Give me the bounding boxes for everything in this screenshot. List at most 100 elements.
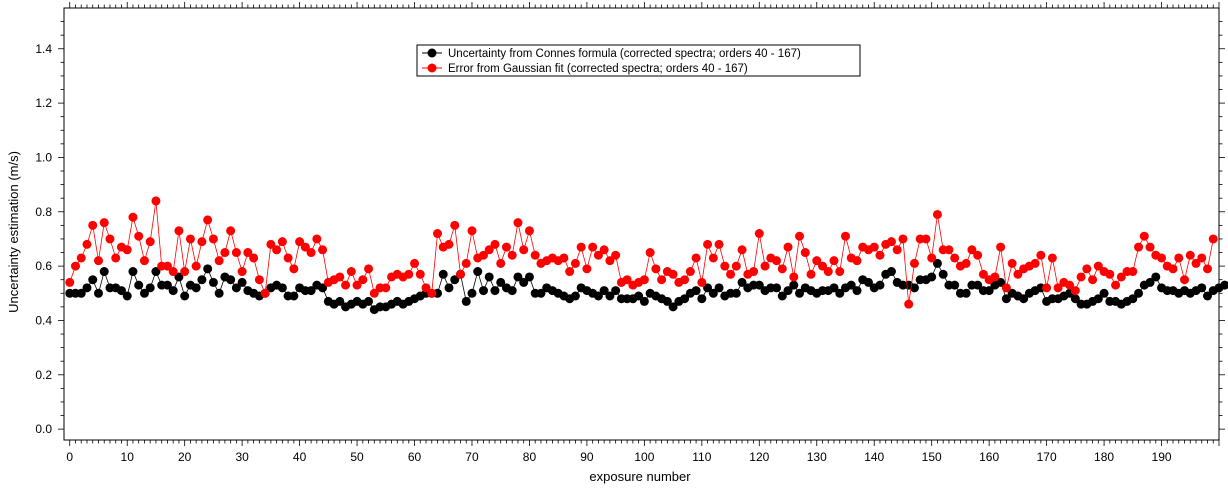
data-point (151, 196, 160, 205)
data-point (128, 267, 137, 276)
data-point (720, 262, 729, 271)
data-point (789, 272, 798, 281)
data-point (703, 240, 712, 249)
data-point (197, 237, 206, 246)
data-point (445, 283, 454, 292)
x-tick-label: 90 (580, 450, 594, 464)
data-point (870, 243, 879, 252)
data-point (123, 245, 132, 254)
data-point (289, 292, 298, 301)
data-point (238, 278, 247, 287)
data-point (490, 286, 499, 295)
data-point (439, 270, 448, 279)
data-point (479, 286, 488, 295)
data-point (835, 267, 844, 276)
data-point (778, 264, 787, 273)
data-point (232, 248, 241, 257)
data-point (950, 253, 959, 262)
data-point (887, 237, 896, 246)
data-point (462, 259, 471, 268)
data-point (996, 243, 1005, 252)
data-point (715, 283, 724, 292)
x-tick-label: 160 (979, 450, 999, 464)
data-point (88, 275, 97, 284)
data-point (209, 234, 218, 243)
data-point (1042, 283, 1051, 292)
data-point (525, 226, 534, 235)
data-point (749, 267, 758, 276)
data-point (657, 275, 666, 284)
data-point (893, 245, 902, 254)
data-point (789, 281, 798, 290)
data-point (887, 267, 896, 276)
x-axis-title: exposure number (589, 469, 691, 484)
y-tick-label: 0.6 (35, 259, 52, 273)
data-point (709, 253, 718, 262)
data-point (715, 240, 724, 249)
data-point (875, 251, 884, 260)
legend-label: Uncertainty from Connes formula (correct… (448, 48, 801, 60)
data-point (600, 245, 609, 254)
data-point (123, 292, 132, 301)
data-point (467, 289, 476, 298)
data-point (761, 262, 770, 271)
data-point (1197, 283, 1206, 292)
data-point (272, 245, 281, 254)
data-point (94, 289, 103, 298)
data-point (513, 218, 522, 227)
data-point (261, 289, 270, 298)
data-point (1134, 243, 1143, 252)
data-point (82, 283, 91, 292)
x-tick-label: 170 (1037, 450, 1057, 464)
data-point (203, 215, 212, 224)
data-point (335, 272, 344, 281)
data-point (830, 256, 839, 265)
data-point (410, 259, 419, 268)
data-point (1002, 283, 1011, 292)
data-point (738, 245, 747, 254)
y-axis-title: Uncertainty estimation (m/s) (6, 151, 21, 313)
data-point (318, 245, 327, 254)
data-point (134, 281, 143, 290)
x-tick-label: 140 (864, 450, 884, 464)
data-point (1048, 253, 1057, 262)
y-tick-label: 0.0 (35, 422, 52, 436)
data-point (939, 270, 948, 279)
data-point (358, 275, 367, 284)
data-point (128, 213, 137, 222)
x-tick-label: 40 (293, 450, 307, 464)
data-point (226, 275, 235, 284)
legend-label: Error from Gaussian fit (corrected spect… (448, 63, 748, 75)
data-point (640, 275, 649, 284)
data-point (496, 259, 505, 268)
data-point (1036, 251, 1045, 260)
data-point (732, 289, 741, 298)
data-point (904, 300, 913, 309)
data-point (582, 264, 591, 273)
data-point (100, 267, 109, 276)
data-point (215, 256, 224, 265)
data-point (249, 253, 258, 262)
data-point (824, 267, 833, 276)
data-point (445, 240, 454, 249)
data-point (1174, 253, 1183, 262)
data-point (1157, 253, 1166, 262)
data-point (146, 237, 155, 246)
data-point (807, 270, 816, 279)
data-point (565, 267, 574, 276)
data-point (962, 259, 971, 268)
data-point (588, 243, 597, 252)
data-point (1100, 289, 1109, 298)
data-point (611, 286, 620, 295)
x-tick-label: 100 (634, 450, 654, 464)
data-point (473, 267, 482, 276)
data-point (174, 226, 183, 235)
data-point (192, 262, 201, 271)
x-tick-label: 50 (350, 450, 364, 464)
data-point (1077, 272, 1086, 281)
data-point (508, 251, 517, 260)
data-point (1111, 281, 1120, 290)
data-point (927, 272, 936, 281)
data-point (416, 270, 425, 279)
